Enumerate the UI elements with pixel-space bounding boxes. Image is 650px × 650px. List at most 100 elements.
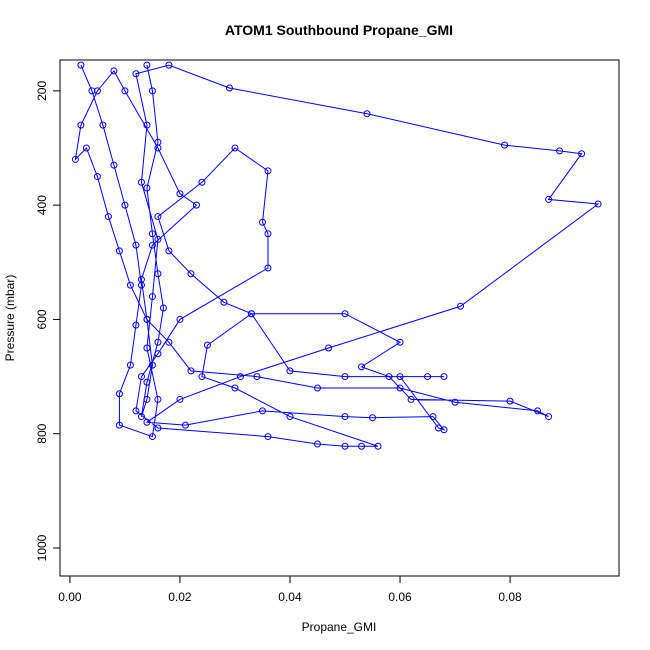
data-point <box>176 190 184 198</box>
data-point <box>313 384 321 392</box>
data-point <box>154 338 162 346</box>
data-point <box>578 150 586 158</box>
data-point <box>121 87 129 95</box>
data-point <box>264 167 272 175</box>
data-point <box>148 87 156 95</box>
data-point <box>93 173 101 181</box>
data-point <box>225 84 233 92</box>
x-tick-label: 0.04 <box>278 590 302 604</box>
data-point <box>143 395 151 403</box>
data-point <box>154 213 162 221</box>
x-tick-label: 0.08 <box>498 590 522 604</box>
data-point <box>143 315 151 323</box>
data-point <box>396 384 404 392</box>
data-point <box>77 61 85 69</box>
data-line <box>74 64 600 447</box>
data-point <box>341 413 349 421</box>
data-point <box>176 395 184 403</box>
x-tick-label: 0.02 <box>168 590 192 604</box>
data-point <box>115 390 123 398</box>
data-point <box>231 384 239 392</box>
data-point <box>451 398 459 406</box>
data-point <box>429 413 437 421</box>
data-point <box>71 155 79 163</box>
data-point <box>324 344 332 352</box>
data-point <box>104 213 112 221</box>
data-point <box>77 121 85 129</box>
data-point <box>154 395 162 403</box>
data-point <box>313 440 321 448</box>
data-point <box>137 413 145 421</box>
data-point <box>435 424 443 432</box>
data-point <box>341 373 349 381</box>
data-point <box>341 310 349 318</box>
data-point <box>363 110 371 118</box>
data-point <box>82 144 90 152</box>
data-point <box>247 310 255 318</box>
data-point <box>126 361 134 369</box>
data-point <box>143 121 151 129</box>
data-point <box>154 424 162 432</box>
y-axis-label: Pressure (mbar) <box>3 275 17 362</box>
data-point <box>187 270 195 278</box>
data-point <box>236 373 244 381</box>
data-point <box>187 367 195 375</box>
data-point <box>594 200 602 208</box>
data-point <box>231 144 239 152</box>
plot-frame <box>59 59 620 577</box>
x-axis-label: Propane_GMI <box>302 620 377 634</box>
data-point <box>143 344 151 352</box>
data-point <box>264 230 272 238</box>
data-point <box>556 147 564 155</box>
data-point <box>341 442 349 450</box>
data-point <box>264 433 272 441</box>
y-tick-label: 200 <box>35 81 49 101</box>
data-point <box>198 178 206 186</box>
data-point <box>203 341 211 349</box>
data-point <box>198 373 206 381</box>
data-point <box>253 373 261 381</box>
data-point <box>545 413 553 421</box>
data-point <box>192 201 200 209</box>
data-point <box>358 442 366 450</box>
data-point <box>148 361 156 369</box>
data-point <box>110 161 118 169</box>
data-point <box>137 373 145 381</box>
data-point <box>143 184 151 192</box>
data-point <box>176 315 184 323</box>
data-point <box>258 218 266 226</box>
data-point <box>115 247 123 255</box>
data-point <box>154 350 162 358</box>
data-point <box>110 67 118 75</box>
data-point <box>143 61 151 69</box>
data-point <box>220 298 228 306</box>
data-point <box>369 414 377 422</box>
data-point <box>501 141 509 149</box>
data-point <box>396 373 404 381</box>
data-point <box>165 338 173 346</box>
data-point <box>506 397 514 405</box>
data-point <box>137 178 145 186</box>
data-point <box>148 293 156 301</box>
data-point <box>148 230 156 238</box>
data-point <box>132 70 140 78</box>
data-point <box>181 421 189 429</box>
data-point <box>93 87 101 95</box>
y-tick-label: 400 <box>35 195 49 215</box>
data-point <box>99 121 107 129</box>
data-point <box>132 407 140 415</box>
data-point <box>126 281 134 289</box>
data-point <box>358 363 366 371</box>
data-point <box>407 395 415 403</box>
data-point <box>132 321 140 329</box>
data-point <box>165 247 173 255</box>
data-point <box>286 367 294 375</box>
data-point <box>148 433 156 441</box>
data-point <box>385 373 393 381</box>
data-point <box>143 418 151 426</box>
data-point <box>545 195 553 203</box>
y-tick-label: 1000 <box>35 534 49 561</box>
data-point <box>258 407 266 415</box>
data-point <box>154 138 162 146</box>
data-point <box>457 302 465 310</box>
